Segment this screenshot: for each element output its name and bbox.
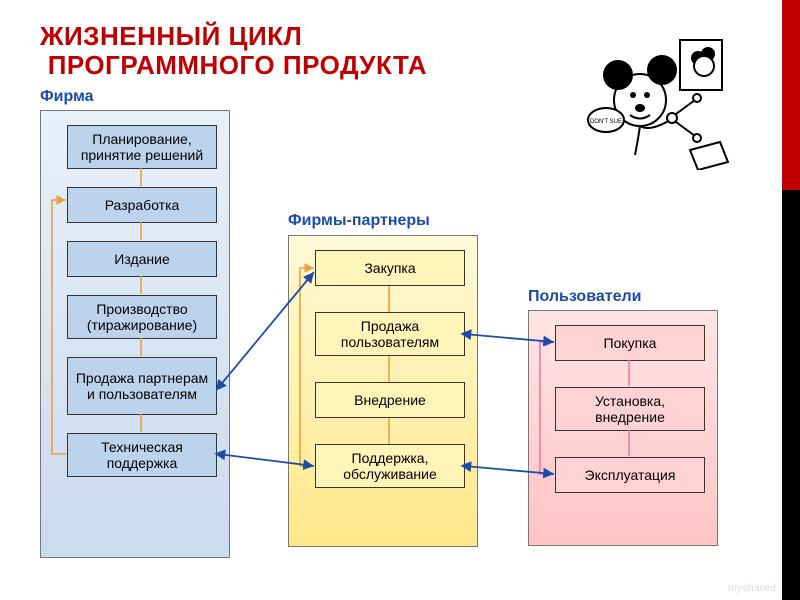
node: Издание [67, 241, 217, 277]
accent-bar-top [782, 0, 800, 190]
accent-bar [782, 0, 800, 600]
label-firm: Фирма [40, 88, 94, 106]
node: Производство (тиражирование) [67, 295, 217, 339]
label-partners: Фирмы-партнеры [288, 212, 430, 230]
accent-bar-bottom [782, 190, 800, 600]
node: Эксплуатация [555, 457, 705, 493]
watermark: myshared [728, 583, 776, 594]
label-users: Пользователи [528, 288, 641, 306]
node: Продажа партнерам и пользователям [67, 357, 217, 415]
node: Установка, внедрение [555, 387, 705, 431]
node: Разработка [67, 187, 217, 223]
node: Поддержка, обслуживание [315, 444, 465, 488]
column-users: Покупка Установка, внедрение Эксплуатация [528, 310, 718, 546]
column-partners: Закупка Продажа пользователям Внедрение Под… [288, 235, 478, 547]
node: Техническая поддержка [67, 433, 217, 477]
node: Покупка [555, 325, 705, 361]
title-line-1: ЖИЗНЕННЫЙ ЦИКЛ [40, 21, 302, 51]
node: Планирование, принятие решений [67, 125, 217, 169]
node: Внедрение [315, 382, 465, 418]
column-firm: Планирование, принятие решений Разработка… [40, 110, 230, 558]
page-title: ЖИЗНЕННЫЙ ЦИКЛ ПРОГРАММНОГО ПРОДУКТА [40, 22, 427, 79]
node: Продажа пользователям [315, 312, 465, 356]
cartoon-image: DON'T SUE [580, 20, 740, 170]
title-line-2: ПРОГРАММНОГО ПРОДУКТА [48, 50, 427, 80]
svg-text:DON'T SUE: DON'T SUE [590, 119, 622, 125]
node: Закупка [315, 250, 465, 286]
